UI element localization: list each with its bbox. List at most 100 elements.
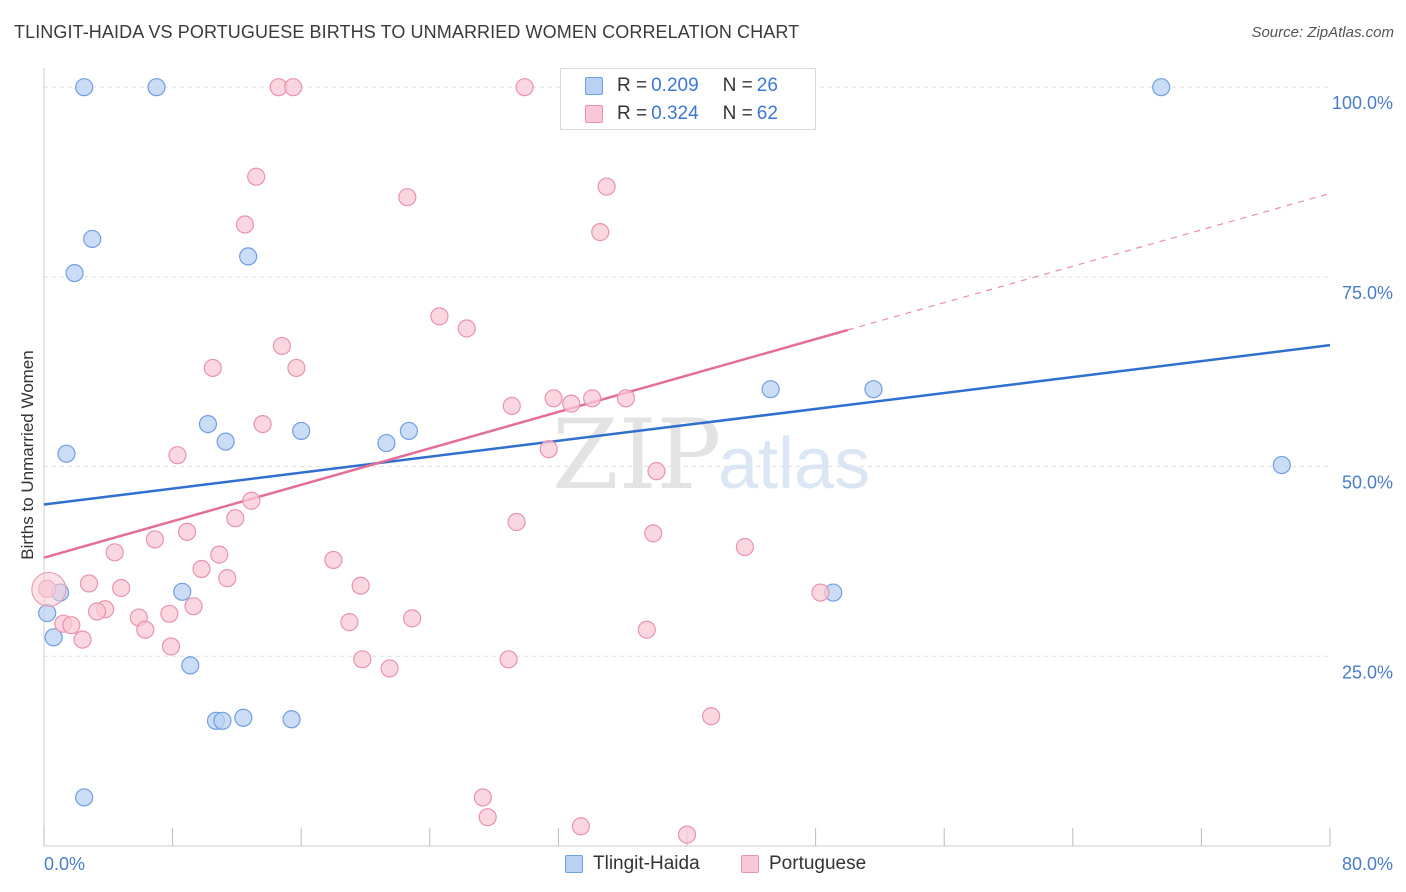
portuguese-point <box>62 616 81 635</box>
chart-title: TLINGIT-HAIDA VS PORTUGUESE BIRTHS TO UN… <box>14 22 800 42</box>
tlingit-haida-point <box>1152 78 1171 97</box>
legend-row-tlingit-haida: R = 0.209 N = 26 <box>585 74 782 98</box>
portuguese-point <box>161 637 181 656</box>
portuguese-point <box>457 319 476 338</box>
portuguese-point <box>811 583 830 602</box>
portuguese-point <box>735 537 754 557</box>
portuguese-point <box>702 707 721 726</box>
portuguese-point <box>112 578 131 598</box>
portuguese-trendline-extension <box>847 192 1331 331</box>
legend-label: Portuguese <box>769 853 867 874</box>
legend-swatch-blue <box>565 855 583 873</box>
y-tick-label: 50.0% <box>1342 473 1393 493</box>
tlingit-haida-point <box>57 444 76 463</box>
tlingit-haida-point <box>239 247 258 266</box>
portuguese-point <box>242 491 261 510</box>
portuguese-point <box>515 78 534 97</box>
portuguese-point <box>177 522 197 541</box>
portuguese-point <box>539 440 558 459</box>
portuguese-point <box>380 659 399 678</box>
tlingit-haida-point <box>83 229 102 249</box>
series-legend: Tlingit-Haida Portuguese <box>0 850 1406 878</box>
legend-row-portuguese: R = 0.324 N = 62 <box>585 102 782 126</box>
tlingit-haida-point <box>38 603 57 623</box>
tlingit-haida-point <box>173 582 192 601</box>
tlingit-haida-point <box>181 656 200 675</box>
x-tick-label: 80.0% <box>1342 854 1393 874</box>
tlingit-haida-point <box>216 432 235 451</box>
legend-n-value: 26 <box>756 75 778 96</box>
y-tick-label: 25.0% <box>1342 662 1393 682</box>
portuguese-point <box>272 336 292 356</box>
tlingit-haida-point <box>761 380 780 399</box>
tlingit-haida-point <box>1272 455 1291 475</box>
portuguese-point <box>351 576 370 595</box>
points-layer <box>31 78 1291 844</box>
x-tick-label: 0.0% <box>44 854 85 874</box>
legend-swatch-blue <box>585 77 603 95</box>
legend-swatch-pink <box>585 105 603 123</box>
portuguese-point <box>184 597 203 616</box>
legend-n-label: N = <box>722 75 753 96</box>
tlingit-haida-point <box>213 711 232 730</box>
portuguese-point <box>499 650 518 669</box>
portuguese-point <box>247 167 266 186</box>
legend-r-label: R = <box>617 103 648 124</box>
tlingit-haida-point <box>75 78 94 97</box>
portuguese-point <box>478 808 497 827</box>
legend-swatch-pink <box>741 855 759 873</box>
tlingit-haida-trendline <box>43 343 1331 506</box>
legend-n-label: N = <box>722 103 753 124</box>
portuguese-point <box>203 358 222 378</box>
portuguese-point <box>79 574 99 593</box>
portuguese-point <box>226 509 245 528</box>
legend-r-value: 0.324 <box>651 103 699 124</box>
portuguese-point <box>637 620 656 639</box>
portuguese-point <box>73 630 92 649</box>
tlingit-haida-point <box>864 380 883 399</box>
tlingit-haida-point <box>147 78 166 97</box>
legend-r-label: R = <box>617 75 648 96</box>
portuguese-point <box>235 215 255 234</box>
y-tick-label: 75.0% <box>1342 283 1393 303</box>
portuguese-point <box>473 788 492 807</box>
legend-item-portuguese[interactable]: Portuguese <box>741 850 866 878</box>
portuguese-point <box>136 620 155 639</box>
portuguese-point <box>160 604 179 623</box>
portuguese-point <box>502 396 521 415</box>
portuguese-point <box>403 609 422 628</box>
portuguese-point <box>616 389 636 408</box>
portuguese-point <box>677 825 697 844</box>
portuguese-point <box>562 394 581 413</box>
portuguese-point <box>253 414 272 434</box>
portuguese-large-point <box>31 572 67 608</box>
portuguese-point <box>353 650 372 669</box>
correlation-legend: R = 0.209 N = 26 R = 0.324 N = 62 <box>560 68 816 130</box>
portuguese-point <box>324 550 343 570</box>
portuguese-point <box>644 524 663 543</box>
portuguese-point <box>168 446 187 465</box>
legend-item-tlingit-haida[interactable]: Tlingit-Haida <box>565 850 700 878</box>
portuguese-point <box>647 462 666 481</box>
portuguese-point <box>284 78 303 97</box>
tlingit-haida-point <box>75 788 94 807</box>
tlingit-haida-point <box>198 414 218 434</box>
tlingit-haida-point <box>399 421 419 441</box>
portuguese-point <box>145 530 165 549</box>
portuguese-point <box>571 817 591 836</box>
chart-source: Source: ZipAtlas.com <box>1251 24 1394 41</box>
portuguese-point <box>430 307 449 326</box>
portuguese-point <box>591 223 610 242</box>
labels-layer: 25.0% 50.0% 75.0% 100.0% 0.0% 80.0% <box>44 93 1393 874</box>
portuguese-point <box>218 569 237 588</box>
tlingit-haida-point <box>282 710 301 729</box>
portuguese-point <box>507 512 526 532</box>
watermark-atlas: atlas <box>718 424 870 504</box>
tlingit-haida-point <box>44 628 63 647</box>
legend-r-value: 0.209 <box>651 75 699 96</box>
portuguese-point <box>192 559 211 579</box>
portuguese-point <box>398 188 417 207</box>
portuguese-point <box>287 358 306 378</box>
tlingit-haida-point <box>377 433 396 453</box>
